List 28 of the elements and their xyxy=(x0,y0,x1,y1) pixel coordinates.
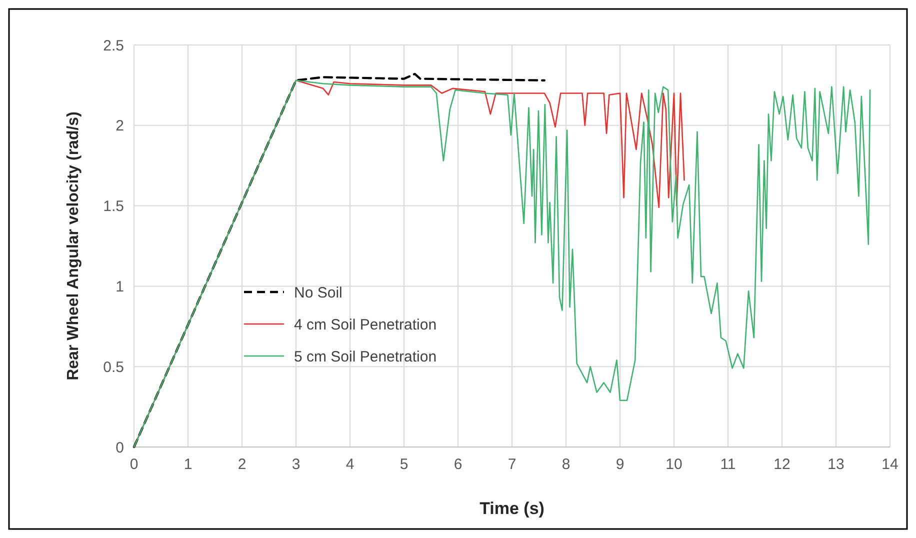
x-tick-label: 14 xyxy=(882,456,898,473)
x-tick-label: 6 xyxy=(454,456,462,473)
legend-label: 4 cm Soil Penetration xyxy=(294,316,437,334)
x-tick-label: 4 xyxy=(346,456,354,473)
x-tick-label: 5 xyxy=(400,456,408,473)
y-axis-title: Rear Wheel Angular velocity (rad/s) xyxy=(65,112,82,380)
x-tick-label: 7 xyxy=(508,456,516,473)
x-tick-label: 8 xyxy=(562,456,570,473)
x-tick-label: 10 xyxy=(666,456,682,473)
x-tick-label: 3 xyxy=(292,456,300,473)
x-tick-label: 1 xyxy=(184,456,192,473)
y-tick-label: 0.5 xyxy=(103,358,124,376)
x-tick-label: 12 xyxy=(774,456,790,473)
x-tick-label: 0 xyxy=(130,456,138,473)
y-tick-label: 1 xyxy=(116,278,124,296)
y-tick-label: 1.5 xyxy=(103,198,124,216)
line-series xyxy=(132,72,546,448)
y-tick-label: 2.5 xyxy=(103,37,124,54)
y-tick-label: 2 xyxy=(116,118,124,135)
x-tick-label: 2 xyxy=(238,456,246,473)
x-tick-label: 11 xyxy=(720,456,736,473)
x-axis-title: Time (s) xyxy=(480,499,544,518)
x-tick-label: 13 xyxy=(828,456,844,473)
y-tick-label: 0 xyxy=(116,439,124,456)
line-series xyxy=(133,80,871,448)
x-tick-label: 9 xyxy=(616,456,624,473)
legend-label: No Soil xyxy=(294,284,342,302)
legend-label: 5 cm Soil Penetration xyxy=(294,348,437,366)
